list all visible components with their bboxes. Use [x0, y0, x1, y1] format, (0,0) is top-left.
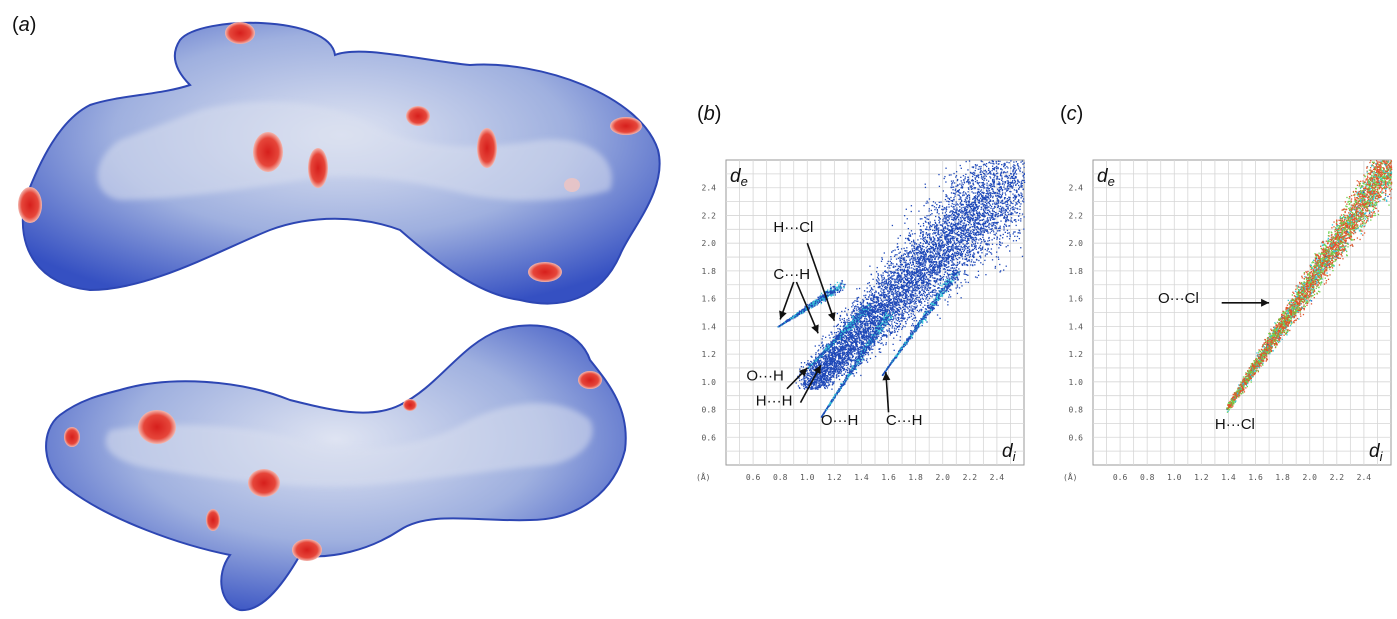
y-tick-label: 1.6	[702, 295, 717, 304]
plot-frame	[725, 159, 1025, 466]
y-tick-label: 1.4	[702, 322, 717, 331]
y-tick-label: 2.2	[702, 211, 717, 220]
annotation-arrow	[779, 281, 795, 320]
annotation-arrow	[806, 242, 836, 322]
contact-spot	[206, 509, 220, 531]
y-tick-label: 1.2	[702, 350, 717, 359]
y-tick-labels: 0.6 0.8 1.0 1.2 1.4 1.6 1.8 2.0 2.2 2.4	[702, 184, 717, 443]
contact-spot	[610, 117, 642, 135]
x-tick-label: 1.0	[800, 473, 815, 482]
axis-unit: (Å)	[696, 471, 710, 482]
y-tick-label: 2.2	[1069, 211, 1084, 220]
y-tick-labels: 0.6 0.8 1.0 1.2 1.4 1.6 1.8 2.0 2.2 2.4	[1069, 184, 1084, 443]
annotation-label: C···H	[773, 266, 810, 283]
lower-molecule-surface	[45, 324, 627, 612]
grid	[726, 160, 1024, 465]
x-tick-label: 2.2	[963, 473, 978, 482]
contact-spot	[248, 469, 280, 497]
x-axis-label: di	[1369, 441, 1384, 464]
annotation-label: H···Cl	[1215, 416, 1255, 433]
x-tick-label: 2.4	[990, 473, 1005, 482]
y-axis-label: de	[1097, 166, 1115, 189]
annotation-label: O···Cl	[1158, 290, 1199, 307]
contact-spot	[406, 106, 430, 126]
x-tick-label: 1.2	[827, 473, 842, 482]
grid	[1093, 160, 1391, 465]
annotations: H···Cl C···H O···H H···H O···H C···H	[746, 219, 922, 429]
contact-spot	[64, 427, 80, 447]
annotation-label: H···Cl	[773, 219, 813, 236]
y-tick-label: 0.6	[1069, 433, 1084, 442]
x-tick-label: 0.6	[1113, 473, 1128, 482]
y-tick-label: 0.8	[702, 406, 717, 415]
x-tick-labels: 0.6 0.8 1.0 1.2 1.4 1.6 1.8 2.0 2.2 2.4	[1113, 473, 1371, 482]
x-axis-label: di	[1002, 441, 1017, 464]
scatter-points	[1226, 160, 1393, 413]
y-tick-label: 0.8	[1069, 406, 1084, 415]
annotation-arrow	[786, 367, 808, 390]
y-tick-label: 1.6	[1069, 295, 1084, 304]
contact-spot	[292, 539, 322, 561]
y-tick-label: 1.2	[1069, 350, 1084, 359]
annotation-arrow	[799, 364, 822, 403]
x-tick-label: 0.8	[773, 473, 788, 482]
contact-spot	[578, 371, 602, 389]
contact-spot	[528, 262, 562, 282]
x-tick-label: 1.6	[881, 473, 896, 482]
y-axis-label: de	[730, 166, 748, 189]
x-tick-label: 2.4	[1357, 473, 1372, 482]
x-tick-label: 1.4	[1221, 473, 1236, 482]
axis-unit: (Å)	[1063, 471, 1077, 482]
annotation-label: H···H	[756, 392, 793, 409]
annotation-label: O···H	[746, 367, 784, 384]
y-tick-label: 1.0	[702, 378, 717, 387]
y-tick-label: 1.8	[1069, 267, 1084, 276]
annotation-label: O···H	[821, 412, 859, 429]
annotation-arrow	[885, 372, 890, 413]
contact-spot	[477, 128, 497, 168]
contact-spot	[308, 148, 328, 188]
x-tick-label: 0.6	[746, 473, 761, 482]
y-tick-label: 2.0	[1069, 239, 1084, 248]
scatter-points	[777, 160, 1026, 418]
plot-frame	[1092, 159, 1392, 466]
y-tick-label: 2.4	[1069, 184, 1084, 193]
annotation-label: C···H	[886, 412, 923, 429]
contact-spot	[225, 22, 255, 44]
x-tick-labels: 0.6 0.8 1.0 1.2 1.4 1.6 1.8 2.0 2.2 2.4	[746, 473, 1004, 482]
y-tick-label: 1.0	[1069, 378, 1084, 387]
x-tick-label: 2.0	[1303, 473, 1318, 482]
y-tick-label: 1.4	[1069, 322, 1084, 331]
y-tick-label: 0.6	[702, 433, 717, 442]
annotations: O···Cl H···Cl	[1158, 290, 1270, 433]
x-tick-label: 1.0	[1167, 473, 1182, 482]
panel-label-b: (b)	[697, 103, 722, 125]
contact-spot	[138, 410, 176, 444]
x-tick-label: 1.4	[854, 473, 869, 482]
hirshfeld-surface-view	[18, 21, 661, 612]
contact-spot	[18, 187, 42, 223]
y-tick-label: 1.8	[702, 267, 717, 276]
x-tick-label: 1.8	[908, 473, 923, 482]
x-tick-label: 1.2	[1194, 473, 1209, 482]
panel-label-c: (c)	[1060, 103, 1084, 125]
x-tick-label: 1.8	[1275, 473, 1290, 482]
x-tick-label: 2.0	[936, 473, 951, 482]
contact-spot	[403, 399, 417, 411]
upper-molecule-surface	[18, 21, 661, 305]
x-tick-label: 1.6	[1248, 473, 1263, 482]
y-tick-label: 2.0	[702, 239, 717, 248]
annotation-arrow	[795, 281, 819, 334]
contact-spot	[253, 132, 283, 172]
x-tick-label: 2.2	[1330, 473, 1345, 482]
x-tick-label: 0.8	[1140, 473, 1155, 482]
y-tick-label: 2.4	[702, 184, 717, 193]
